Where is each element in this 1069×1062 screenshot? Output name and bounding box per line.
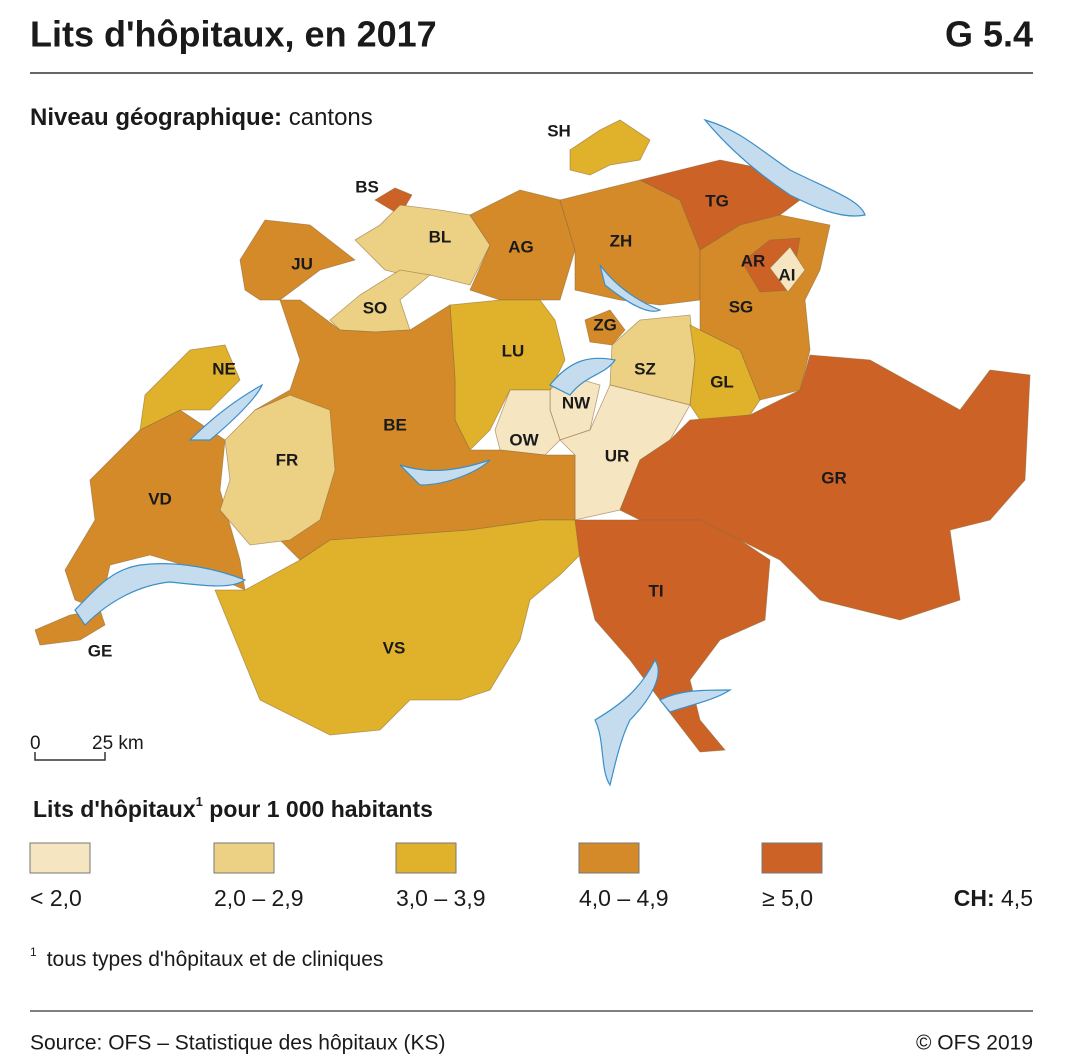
lake	[74, 563, 247, 626]
source: Source: OFS – Statistique des hôpitaux (…	[30, 1032, 446, 1055]
cantons	[34, 119, 1031, 753]
national-label: CH:	[954, 885, 995, 911]
legend-swatch	[213, 842, 275, 874]
canton-label: UR	[605, 446, 630, 465]
canton-label: VD	[148, 489, 172, 508]
legend-title: Lits d'hôpitaux1 pour 1 000 habitants	[33, 794, 433, 822]
canton-label: AR	[741, 251, 766, 270]
lake	[659, 689, 732, 713]
lake	[549, 357, 616, 396]
canton	[494, 389, 561, 456]
canton-labels: GE VD NE JU BS BL SO AG ZH SH TG SG AR AI ZG LU SZ GL NW OW…	[88, 121, 847, 660]
canton	[469, 189, 576, 301]
canton-label: AI	[779, 265, 796, 284]
legend-swatch	[395, 842, 457, 874]
lake	[594, 658, 659, 787]
canton-label: FR	[276, 450, 299, 469]
canton-label: NW	[562, 393, 591, 412]
level-label: Niveau géographique:	[30, 104, 282, 131]
canton-label: LU	[502, 341, 525, 360]
national-value: CH: 4,5	[954, 885, 1033, 911]
canton	[239, 219, 356, 301]
lake	[399, 459, 491, 486]
legend-label: 3,0 – 3,9	[396, 885, 486, 911]
canton-label: GR	[821, 468, 847, 487]
legend-label: 4,0 – 4,9	[579, 885, 669, 911]
canton	[139, 344, 241, 431]
legend-swatch	[761, 842, 823, 874]
scale-end: 25 km	[92, 733, 144, 754]
canton	[219, 394, 336, 546]
legend-label: ≥ 5,0	[762, 885, 813, 911]
level-value: cantons	[289, 104, 373, 131]
canton-label: GL	[710, 372, 734, 391]
canton-label: SO	[363, 298, 388, 317]
copyright: © OFS 2019	[916, 1032, 1033, 1055]
canton-label: GE	[88, 641, 113, 660]
canton	[569, 119, 651, 176]
legend-title-rest: pour 1 000 habitants	[203, 796, 433, 822]
lake	[599, 264, 662, 312]
canton-label: NE	[212, 359, 236, 378]
canton-label: SH	[547, 121, 571, 140]
legend-swatch	[578, 842, 640, 874]
lake	[703, 118, 866, 217]
canton-label: TI	[648, 581, 663, 600]
legend: < 2,0 2,0 – 2,9 3,0 – 3,9 4,0 – 4,9 ≥ 5,0	[29, 842, 823, 911]
canton	[638, 159, 801, 251]
canton-label: AG	[508, 237, 534, 256]
level: Niveau géographique: cantons	[30, 104, 373, 131]
canton-label: BE	[383, 415, 407, 434]
legend-label: 2,0 – 2,9	[214, 885, 304, 911]
scale-line	[34, 752, 106, 761]
canton-label: BS	[355, 177, 379, 196]
title: Lits d'hôpitaux, en 2017	[30, 14, 437, 55]
lakes	[74, 118, 866, 787]
scale-bar: 0 25 km	[30, 733, 144, 761]
canton-label: BL	[429, 227, 452, 246]
canton-label: JU	[291, 254, 313, 273]
canton-label: ZG	[593, 315, 617, 334]
lake	[188, 383, 264, 441]
canton	[619, 354, 1031, 621]
legend-label: < 2,0	[30, 885, 82, 911]
legend-footnote-mark: 1	[196, 794, 203, 809]
canton-label: TG	[705, 191, 729, 210]
canton	[769, 246, 806, 293]
canton-label: VS	[383, 638, 406, 657]
canton-label: SZ	[634, 359, 656, 378]
national-number: 4,5	[1001, 885, 1033, 911]
canton	[354, 204, 491, 286]
canton-label: SG	[729, 297, 754, 316]
canton	[584, 309, 626, 346]
canton-label: OW	[509, 430, 539, 449]
legend-swatch	[29, 842, 91, 874]
footnote: 1 tous types d'hôpitaux et de cliniques	[30, 945, 383, 970]
canton-label: ZH	[610, 231, 633, 250]
scale-start: 0	[30, 733, 41, 754]
legend-title-main: Lits d'hôpitaux	[33, 796, 196, 822]
canton	[214, 519, 591, 736]
figure-number: G 5.4	[945, 14, 1033, 55]
footnote-text: tous types d'hôpitaux et de cliniques	[47, 948, 384, 971]
footnote-mark: 1	[30, 945, 37, 959]
